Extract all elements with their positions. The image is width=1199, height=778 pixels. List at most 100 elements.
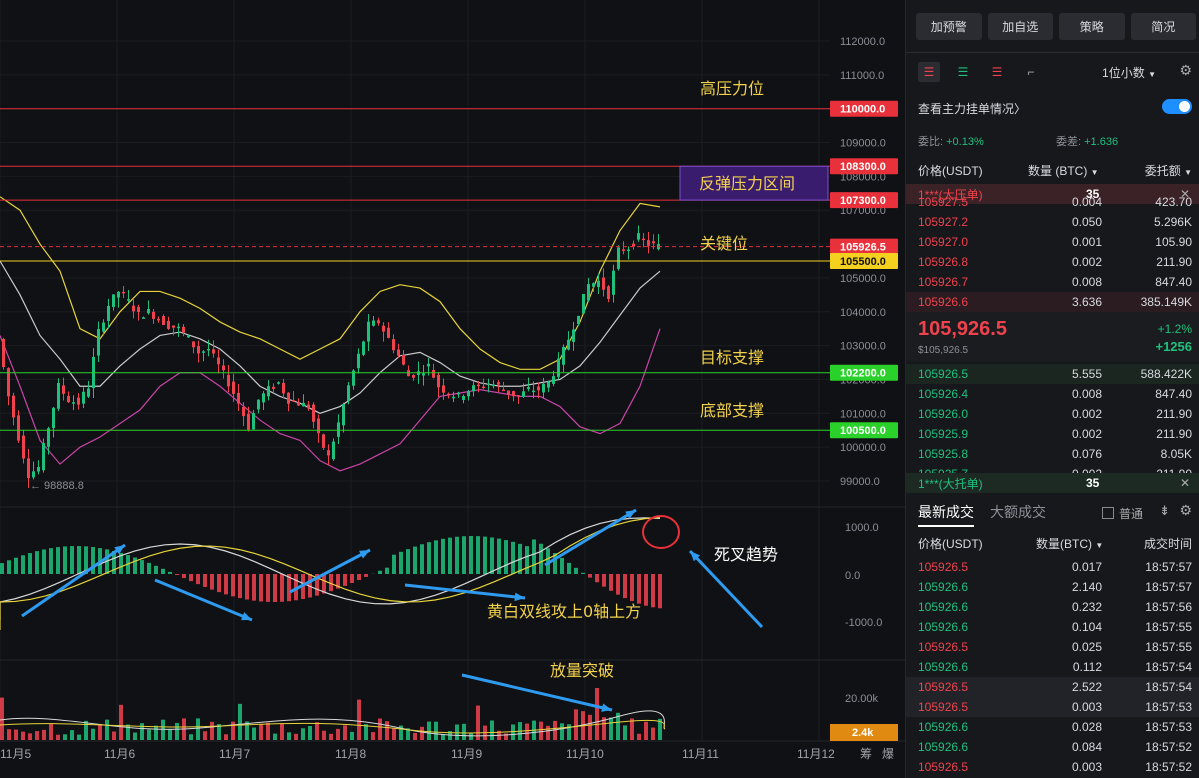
row-qty: 0.008 <box>1071 387 1102 401</box>
macd-histogram-bar <box>266 574 270 602</box>
macd-histogram-bar <box>455 536 459 574</box>
bid-row[interactable]: 105925.9 0.002 211.90 <box>906 424 1199 444</box>
price-level-tag[interactable] <box>830 364 898 381</box>
candle-body <box>282 382 285 394</box>
add-watchlist-button[interactable]: 加自选 <box>987 13 1053 40</box>
volume-axis-tick-label: 20.00k <box>845 693 879 705</box>
row-price: 105926.6 <box>918 620 969 634</box>
ask-row[interactable]: 105927.0 0.001 105.90 <box>906 232 1199 252</box>
book-depth-icon[interactable]: ⌐ <box>1027 65 1035 79</box>
strategy-button[interactable]: 策略 <box>1059 13 1125 40</box>
main-orders-toggle[interactable] <box>1162 99 1192 114</box>
candle-body <box>382 325 385 332</box>
volume-bar <box>469 732 473 740</box>
candle-body <box>97 329 100 356</box>
book-header-qty[interactable]: 数量 (BTC) ▼ <box>1028 162 1099 179</box>
candle-body <box>532 390 535 393</box>
last-price: 105,926.5 <box>918 318 1007 340</box>
candle-body <box>492 384 495 387</box>
bid-row[interactable]: 105926.4 0.008 847.40 <box>906 384 1199 404</box>
row-price: 105926.5 <box>918 700 969 714</box>
macd-histogram-bar <box>378 570 382 574</box>
kline-chart-svg[interactable]: 112000.0 111000.0 110000.0 109000.0 108000.0… <box>0 0 905 778</box>
price-level-tag[interactable] <box>830 238 898 255</box>
trade-row[interactable]: 105926.6 0.028 18:57:53 <box>906 717 1199 737</box>
volume-bar <box>525 723 529 740</box>
trade-row[interactable]: 105926.6 0.112 18:57:54 <box>906 657 1199 677</box>
row-qty: 0.232 <box>1071 600 1102 614</box>
candle-body <box>472 385 475 392</box>
price-axis-tick-label: 100000.0 <box>840 442 886 454</box>
tab-large-trades[interactable]: 大额成交 <box>990 504 1046 520</box>
volume-bar <box>539 721 543 740</box>
bid-row[interactable]: 105925.8 0.076 8.05K <box>906 444 1199 464</box>
macd-histogram-bar <box>441 538 445 574</box>
trade-row[interactable]: 105926.6 0.084 18:57:52 <box>906 737 1199 757</box>
bid-row[interactable]: 105926.0 0.002 211.90 <box>906 404 1199 424</box>
macd-histogram-bar <box>546 548 550 574</box>
overview-button[interactable]: 简况 <box>1130 13 1196 40</box>
candle-body <box>577 315 580 325</box>
volume-bar <box>84 720 88 740</box>
book-header-amount[interactable]: 委托额 ▼ <box>1145 162 1192 179</box>
filter-icon[interactable]: ⇟ <box>1159 503 1170 518</box>
ask-row[interactable]: 105926.6 3.636 385.149K <box>906 292 1199 312</box>
macd-histogram-bar <box>413 546 417 574</box>
row-price: 105925.9 <box>918 427 969 441</box>
row-amount: 211.90 <box>1156 255 1192 269</box>
candle-body <box>642 238 645 241</box>
annotation-arrow <box>544 508 637 567</box>
tab-latest-trades[interactable]: 最新成交 <box>918 504 974 520</box>
book-both-icon[interactable]: ☰ <box>918 62 940 82</box>
decimal-select[interactable]: 1位小数 ▼ <box>1102 64 1156 81</box>
trade-row[interactable]: 105926.6 0.104 18:57:55 <box>906 617 1199 637</box>
last-price-usd: $105,926.5 <box>918 345 969 356</box>
price-level-tag[interactable] <box>830 253 898 269</box>
candle-body <box>267 386 270 397</box>
ask-row[interactable]: 105927.2 0.050 5.296K <box>906 212 1199 232</box>
ask-row[interactable]: 105926.8 0.002 211.90 <box>906 252 1199 272</box>
trade-row[interactable]: 105926.5 0.025 18:57:55 <box>906 637 1199 657</box>
trade-row[interactable]: 105926.6 0.232 18:57:56 <box>906 597 1199 617</box>
price-level-tag[interactable] <box>830 158 898 175</box>
close-icon[interactable]: ✕ <box>1179 476 1190 490</box>
macd-histogram-bar <box>294 574 298 601</box>
settings-gear-icon[interactable]: ⚙ <box>1179 62 1192 78</box>
normal-filter-checkbox[interactable] <box>1102 507 1114 519</box>
candle-body <box>112 294 115 307</box>
chevron-right-icon: 〉 <box>1014 102 1027 116</box>
ask-row[interactable]: 105926.7 0.008 847.40 <box>906 272 1199 292</box>
volume-bar <box>574 709 578 740</box>
big-sell-bar[interactable]: 1***(大压单) 35 ✕ <box>906 184 1199 204</box>
bid-row[interactable]: 105926.5 5.555 588.422K <box>906 364 1199 384</box>
volume-bar <box>126 724 130 740</box>
candle-body <box>117 291 120 298</box>
arrow-head <box>601 703 612 712</box>
trade-row[interactable]: 105926.5 0.003 18:57:52 <box>906 757 1199 777</box>
trade-row[interactable]: 105926.5 0.017 18:57:57 <box>906 557 1199 577</box>
price-level-tag[interactable] <box>830 192 898 209</box>
trade-row[interactable]: 105926.5 2.522 18:57:54 <box>906 677 1199 697</box>
trade-row[interactable]: 105926.5 0.003 18:57:53 <box>906 697 1199 717</box>
ask-row[interactable]: 105927.5 0.004 423.70 <box>906 192 1199 212</box>
book-bids-icon[interactable]: ☰ <box>957 65 969 79</box>
candle-body <box>227 374 230 387</box>
volume-bar <box>231 721 235 740</box>
close-icon[interactable]: ✕ <box>1179 187 1190 201</box>
candle-body <box>462 396 465 400</box>
kline-chart-area[interactable]: 112000.0 111000.0 110000.0 109000.0 108000.0… <box>0 0 905 778</box>
big-buy-bar[interactable]: 1***(大托单) 35 ✕ <box>906 473 1199 493</box>
trade-row[interactable]: 105926.6 2.140 18:57:57 <box>906 577 1199 597</box>
row-qty: 5.555 <box>1071 367 1102 381</box>
main-orders-link[interactable]: 查看主力挂单情况〉 <box>918 100 1026 117</box>
price-level-tag[interactable] <box>830 100 898 117</box>
divider <box>906 52 1199 53</box>
add-alert-button[interactable]: 加预警 <box>916 13 982 40</box>
row-qty: 2.522 <box>1071 680 1102 694</box>
volume-bar <box>147 729 151 740</box>
volume-tag[interactable] <box>830 724 898 741</box>
settings-gear-icon[interactable]: ⚙ <box>1179 502 1192 518</box>
book-asks-icon[interactable]: ☰ <box>991 65 1003 79</box>
price-level-tag[interactable] <box>830 422 898 439</box>
trades-header-qty[interactable]: 数量(BTC) ▼ <box>1036 535 1103 552</box>
